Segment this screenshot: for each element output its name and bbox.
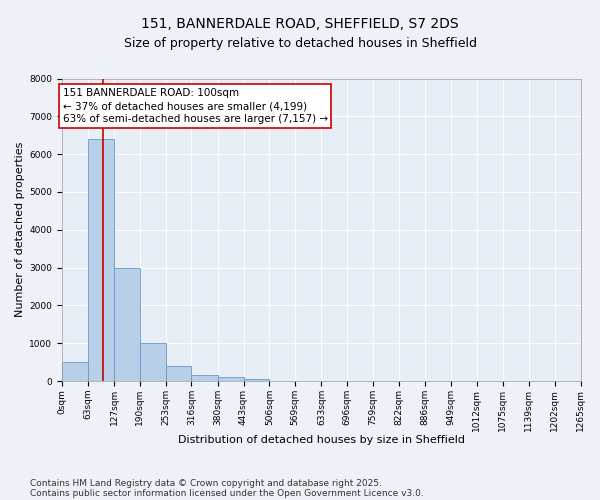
- X-axis label: Distribution of detached houses by size in Sheffield: Distribution of detached houses by size …: [178, 435, 464, 445]
- Bar: [88, 139, 114, 381]
- Text: Size of property relative to detached houses in Sheffield: Size of property relative to detached ho…: [124, 38, 476, 51]
- Y-axis label: Number of detached properties: Number of detached properties: [15, 142, 25, 318]
- Bar: [166, 366, 191, 381]
- Bar: [140, 343, 166, 381]
- Text: 151, BANNERDALE ROAD, SHEFFIELD, S7 2DS: 151, BANNERDALE ROAD, SHEFFIELD, S7 2DS: [141, 18, 459, 32]
- Bar: [62, 362, 88, 381]
- Text: Contains public sector information licensed under the Open Government Licence v3: Contains public sector information licen…: [30, 488, 424, 498]
- Text: 151 BANNERDALE ROAD: 100sqm
← 37% of detached houses are smaller (4,199)
63% of : 151 BANNERDALE ROAD: 100sqm ← 37% of det…: [63, 88, 328, 124]
- Bar: [114, 268, 140, 381]
- Bar: [244, 379, 269, 381]
- Bar: [218, 378, 244, 381]
- Text: Contains HM Land Registry data © Crown copyright and database right 2025.: Contains HM Land Registry data © Crown c…: [30, 478, 382, 488]
- Bar: [191, 376, 218, 381]
